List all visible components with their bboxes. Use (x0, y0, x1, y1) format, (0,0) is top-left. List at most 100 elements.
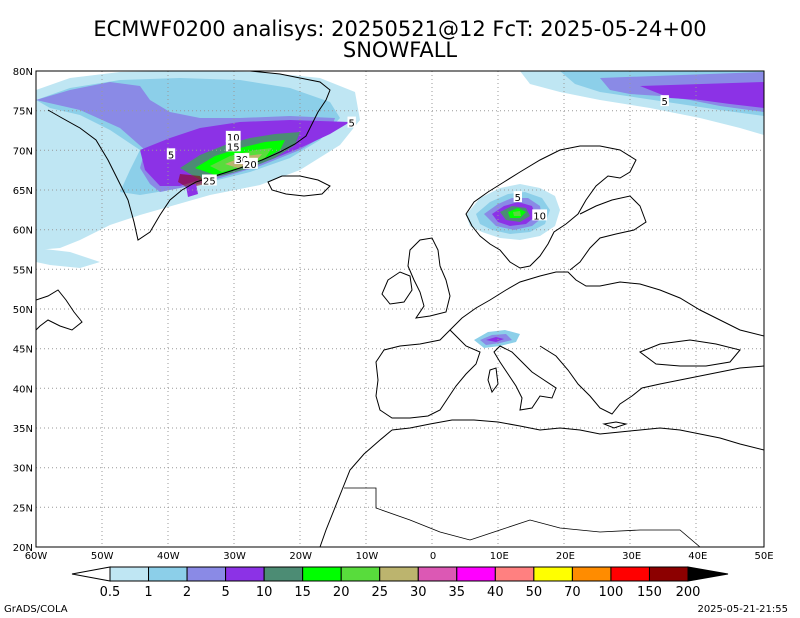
lat-tick-label: 75N (13, 107, 33, 118)
lon-tick-label: 10E (490, 551, 509, 562)
colorbar: 0.5 1 2 5 10 15 20 25 30 35 40 50 70 100 150 200 (71, 566, 729, 600)
colorbar-swatch (225, 566, 265, 582)
ireland-coast (381, 271, 413, 305)
map-frame (35, 70, 765, 548)
contour-label-bg (532, 209, 548, 221)
contour-label-bg (166, 148, 176, 160)
colorbar-label: 35 (449, 585, 466, 600)
longitude-labels: 60W 50W 40W 30W 20W 10W 0 10E 20E 30E 40E 50E (25, 551, 774, 562)
snow-band-arctic-5 (640, 82, 764, 108)
balkans-coast (539, 345, 764, 415)
lon-tick-label: 20E (556, 551, 575, 562)
contour-label: 5 (515, 193, 521, 204)
baltic-coast (569, 195, 647, 271)
snow-area-greenland-core (178, 174, 205, 188)
lon-tick-label: 60W (25, 551, 48, 562)
europe-mainland-coast (449, 271, 764, 337)
lon-tick-label: 0 (430, 551, 436, 562)
contour-label-bg (660, 95, 669, 107)
contour-label: 5 (348, 119, 354, 130)
contour-label: 15 (227, 142, 240, 153)
colorbar-end-left (71, 566, 111, 582)
scandinavia-coast (465, 145, 637, 269)
contour-label: 30 (235, 155, 248, 166)
lat-tick-label: 20N (13, 543, 33, 554)
lon-tick-label: 50W (91, 551, 114, 562)
italy-coast (493, 345, 557, 411)
latitude-labels: 20N 25N 30N 35N 40N 45N 50N 55N 60N 65N 70N 75N 80N (13, 67, 33, 554)
colorbar-swatch (533, 566, 573, 582)
colorbar-swatch (571, 566, 612, 582)
contour-label: 25 (203, 176, 216, 187)
colorbar-swatch (186, 566, 227, 582)
contour-label-bg (225, 140, 241, 152)
colorbar-label: 25 (371, 585, 388, 600)
lat-lon-grid (36, 71, 764, 547)
contour-label: 10 (533, 211, 546, 222)
contour-label: 5 (168, 150, 174, 161)
great-britain-coast (407, 237, 451, 319)
colorbar-swatch (456, 566, 496, 582)
colorbar-label: 50 (526, 585, 543, 600)
colorbar-label: 40 (487, 585, 504, 600)
colorbar-label: 30 (410, 585, 427, 600)
colorbar-swatch (340, 566, 381, 582)
colorbar-swatch (263, 566, 304, 582)
north-africa-coast (391, 419, 764, 451)
contour-label-bg (243, 157, 258, 169)
contour-label-bg (513, 191, 523, 203)
lat-tick-label: 70N (13, 146, 33, 157)
lat-tick-label: 65N (13, 186, 33, 197)
colorbar-label: 20 (333, 585, 350, 600)
west-africa-coast (319, 429, 393, 547)
snow-area-labrador-light (36, 248, 100, 268)
colorbar-label: 5 (221, 585, 229, 600)
lat-tick-label: 30N (13, 464, 33, 475)
colorbar-label: 10 (256, 585, 273, 600)
lat-tick-label: 80N (13, 67, 33, 78)
lon-tick-label: 40E (688, 551, 707, 562)
contour-label: 20 (244, 160, 257, 171)
lon-tick-label: 30E (622, 551, 641, 562)
lon-tick-label: 30W (223, 551, 246, 562)
colorbar-swatch (148, 566, 188, 582)
contour-label-bg (234, 153, 250, 165)
contour-label-bg (225, 130, 241, 142)
colorbar-label: 15 (294, 585, 311, 600)
colorbar-end-right (687, 566, 729, 582)
contour-label-bg (347, 116, 356, 128)
snowfall-shading (36, 71, 764, 348)
colorbar-label: 70 (564, 585, 581, 600)
contour-label: 5 (662, 97, 668, 108)
lon-tick-label: 40W (157, 551, 180, 562)
lat-tick-label: 55N (13, 265, 33, 276)
colorbar-label: 0.5 (100, 585, 121, 600)
colorbar-swatch (379, 566, 419, 582)
snow-area-scandinavia-20 (513, 211, 521, 216)
colorbar-label: 1 (144, 585, 152, 600)
colorbar-swatch (648, 566, 689, 582)
iceland-coast (267, 175, 331, 197)
map-title: ECMWF0200 analisys: 20250521@12 FcT: 202… (93, 17, 707, 41)
lon-tick-label: 50E (754, 551, 773, 562)
lat-tick-label: 60N (13, 226, 33, 237)
colorbar-swatch (302, 566, 342, 582)
colorbar-label: 200 (676, 585, 701, 600)
lat-tick-label: 45N (13, 345, 33, 356)
contour-label-bg (201, 174, 217, 186)
colorbar-swatch (494, 566, 535, 582)
colorbar-label: 2 (183, 585, 191, 600)
footer-source: GrADS/COLA (4, 604, 68, 615)
iberia-coast (375, 329, 481, 419)
colorbar-swatch (417, 566, 458, 582)
snow-area-alps-5 (486, 337, 504, 342)
lat-tick-label: 40N (13, 384, 33, 395)
lon-tick-label: 10W (356, 551, 379, 562)
canada-coast (36, 289, 83, 331)
colorbar-swatch (109, 566, 150, 582)
africa-borders (344, 487, 701, 547)
lat-tick-label: 35N (13, 424, 33, 435)
contour-label: 10 (227, 133, 240, 144)
